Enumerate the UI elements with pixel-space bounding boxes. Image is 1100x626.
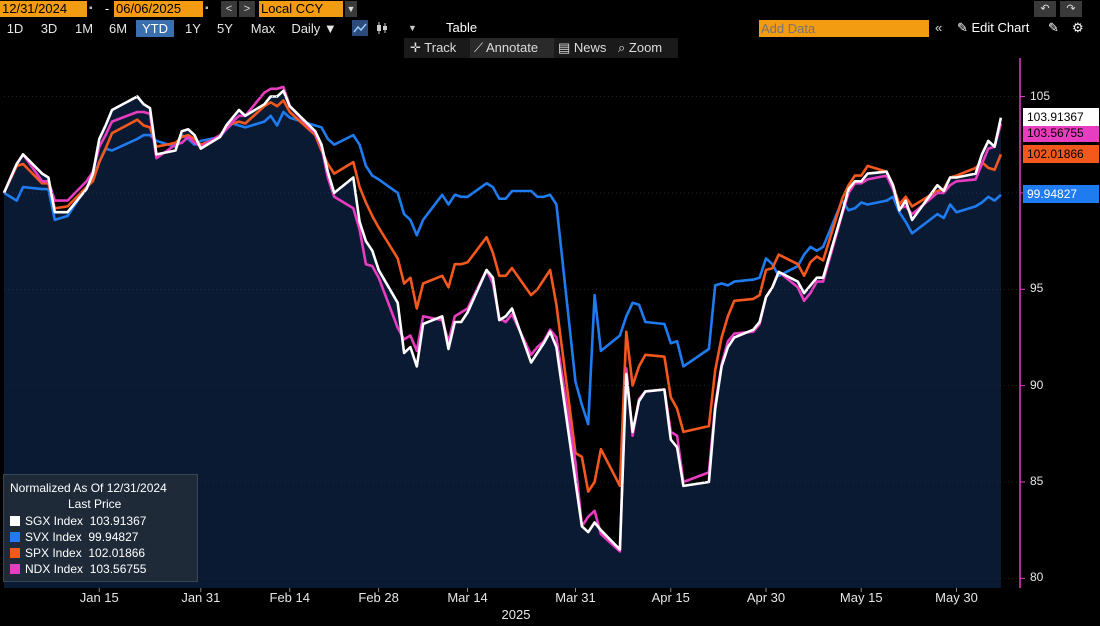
- magnifier-icon: ⌕: [618, 40, 629, 55]
- legend-value: 99.94827: [88, 530, 139, 544]
- chevron-down-icon[interactable]: ▼: [345, 1, 357, 17]
- y-tick-label: 95: [1030, 281, 1044, 296]
- pen-icon: ⟋: [474, 40, 486, 55]
- candlestick-icon[interactable]: [374, 20, 390, 36]
- x-tick-label: May 30: [935, 590, 978, 605]
- area-fill: [4, 90, 1001, 589]
- calendar-icon[interactable]: ▪: [205, 3, 209, 14]
- legend-value: 103.56755: [89, 562, 147, 576]
- period-3d[interactable]: 3D: [40, 21, 58, 36]
- news-label: News: [573, 40, 607, 55]
- legend-value: 103.91367: [89, 514, 147, 528]
- period-1y[interactable]: 1Y: [185, 21, 201, 36]
- legend-item-svx[interactable]: SVX Index 99.94827: [10, 529, 138, 545]
- line-chart-icon[interactable]: [352, 20, 368, 36]
- last-value-spx: 102.01866: [1023, 145, 1099, 163]
- news-button[interactable]: ▤ News: [558, 38, 606, 58]
- edit-icon[interactable]: ✎: [1048, 20, 1059, 35]
- x-tick-label: Jan 31: [181, 590, 221, 605]
- period-1m[interactable]: 1M: [74, 21, 94, 36]
- chart-legend[interactable]: Normalized As Of 12/31/2024 Last Price S…: [3, 474, 198, 582]
- legend-subtitle: Last Price: [68, 497, 122, 511]
- gear-icon[interactable]: ⚙: [1072, 20, 1084, 35]
- legend-name: SVX Index: [25, 530, 82, 544]
- annotate-button[interactable]: ⟋ Annotate: [470, 38, 554, 58]
- collapse-icon[interactable]: «: [935, 20, 943, 35]
- legend-swatch: [10, 548, 20, 558]
- last-value-sgx: 103.91367: [1023, 108, 1099, 127]
- period-6m[interactable]: 6M: [108, 21, 128, 36]
- crosshair-icon: ✛: [410, 40, 425, 55]
- x-tick-label: Jan 15: [79, 590, 119, 605]
- legend-name: SGX Index: [25, 514, 84, 528]
- x-tick-label: Apr 30: [746, 590, 786, 605]
- legend-item-sgx[interactable]: SGX Index 103.91367: [10, 513, 146, 529]
- news-icon: ▤: [558, 40, 574, 55]
- series-line-sgx: [2, 89, 1003, 551]
- table-button[interactable]: Table: [446, 20, 478, 35]
- annotate-label: Annotate: [486, 40, 539, 55]
- period-5y[interactable]: 5Y: [217, 21, 233, 36]
- pencil-icon: ✎: [957, 20, 972, 35]
- y-tick-label: 85: [1030, 474, 1044, 488]
- legend-swatch: [10, 532, 20, 542]
- legend-swatch: [10, 516, 20, 526]
- next-arrow-icon[interactable]: >: [239, 1, 255, 17]
- last-value-svx: 99.94827: [1023, 184, 1099, 203]
- edit-chart-label: Edit Chart: [971, 20, 1030, 35]
- x-tick-label: Feb 14: [269, 590, 310, 605]
- chevron-down-icon[interactable]: ▼: [408, 23, 417, 33]
- frequency-select[interactable]: Daily ▼: [291, 21, 337, 36]
- x-tick-label: Apr 15: [651, 590, 690, 605]
- series-line-spx: [2, 99, 1003, 493]
- period-ytd[interactable]: YTD: [136, 20, 174, 37]
- undo-icon[interactable]: ↶: [1034, 1, 1056, 17]
- x-axis-year: 2025: [501, 607, 531, 622]
- legend-name: SPX Index: [25, 546, 82, 560]
- legend-item-ndx[interactable]: NDX Index 103.56755: [10, 561, 146, 577]
- calendar-icon[interactable]: ▪: [89, 3, 93, 14]
- redo-icon[interactable]: ↷: [1060, 1, 1082, 17]
- last-value-ndx: 103.56755: [1023, 124, 1099, 143]
- y-tick-label: 105: [1030, 88, 1051, 103]
- prev-arrow-icon[interactable]: <: [221, 1, 237, 17]
- legend-name: NDX Index: [25, 562, 84, 576]
- zoom-label: Zoom: [628, 40, 663, 55]
- legend-title: Normalized As Of 12/31/2024: [10, 481, 167, 495]
- start-date-field[interactable]: 12/31/2024: [0, 1, 87, 17]
- legend-swatch: [10, 564, 20, 574]
- zoom-button[interactable]: ⌕ Zoom: [618, 38, 662, 58]
- x-tick-label: May 15: [839, 590, 883, 605]
- date-separator: -: [104, 1, 110, 16]
- x-tick-label: Mar 31: [555, 590, 596, 605]
- legend-item-spx[interactable]: SPX Index 102.01866: [10, 545, 145, 561]
- currency-select[interactable]: Local CCY: [259, 1, 343, 17]
- track-button[interactable]: ✛ Track: [410, 38, 456, 58]
- period-1d[interactable]: 1D: [6, 21, 24, 36]
- chart-subtoolbar: ✛ Track ⟋ Annotate ▤ News ⌕ Zoom: [404, 38, 678, 58]
- legend-value: 102.01866: [88, 546, 146, 560]
- edit-chart-button[interactable]: ✎ Edit Chart: [957, 19, 1029, 37]
- x-tick-label: Feb 28: [358, 590, 399, 605]
- end-date-field[interactable]: 06/06/2025: [114, 1, 203, 17]
- track-label: Track: [424, 40, 457, 55]
- x-tick-label: Mar 14: [447, 590, 488, 605]
- top-toolbar: 12/31/2024 ▪ - 06/06/2025 ▪ < > Local CC…: [0, 0, 1100, 19]
- y-tick-label: 80: [1030, 570, 1044, 585]
- add-data-input[interactable]: [759, 20, 929, 37]
- period-max[interactable]: Max: [250, 21, 276, 36]
- y-tick-label: 90: [1030, 377, 1044, 392]
